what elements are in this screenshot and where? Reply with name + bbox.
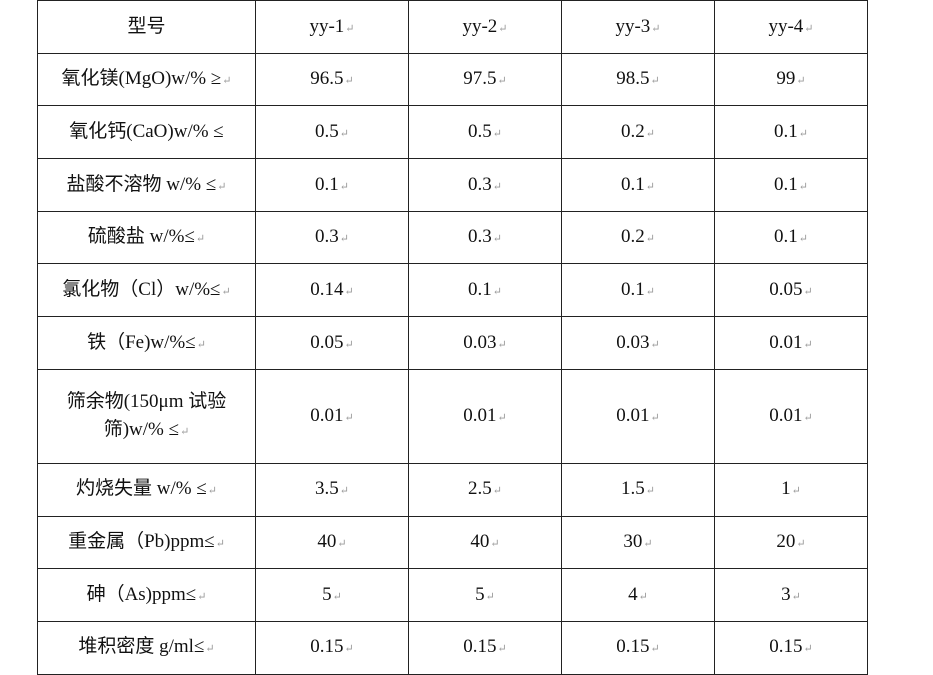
value-cell: 0.1: [714, 158, 868, 212]
value-cell: 98.5: [561, 52, 715, 107]
row-label-cell: 筛余物(150μm 试验筛)w/% ≤: [37, 368, 256, 464]
value-cell: 40: [408, 515, 562, 570]
value-cell: 5: [255, 568, 409, 622]
value-cell: 4: [561, 568, 715, 622]
value-cell: 96.5: [255, 52, 409, 107]
value-cell: 0.05: [255, 316, 409, 370]
row-label-cell: 灼烧失量 w/% ≤: [37, 462, 256, 517]
value-cell: 0.05: [714, 263, 868, 318]
header-cell: 型号: [37, 0, 256, 54]
value-cell: 0.15: [255, 620, 409, 675]
row-label-cell: 堆积密度 g/ml≤: [37, 620, 256, 675]
value-cell: 5: [408, 568, 562, 622]
value-cell: 0.15: [561, 620, 715, 675]
value-cell: 0.1: [714, 210, 868, 265]
value-cell: 0.1: [714, 105, 868, 160]
row-label-cell: 盐酸不溶物 w/% ≤: [37, 158, 256, 212]
specification-table: 型号 yy-1 yy-2 yy-3 yy-4 氧化镁(MgO)w/% ≥96.5…: [37, 0, 868, 675]
value-cell: 0.3: [408, 158, 562, 212]
table-row: 灼烧失量 w/% ≤3.52.51.51: [37, 462, 868, 517]
value-cell: 1: [714, 462, 868, 517]
value-cell: 0.01: [714, 368, 868, 464]
value-cell: 0.03: [561, 316, 715, 370]
value-cell: 1.5: [561, 462, 715, 517]
value-cell: 2.5: [408, 462, 562, 517]
row-label-cell: 砷（As)ppm≤: [37, 568, 256, 622]
value-cell: 0.1: [561, 158, 715, 212]
table-row: 筛余物(150μm 试验筛)w/% ≤0.010.010.010.01: [37, 368, 868, 464]
value-cell: 0.5: [408, 105, 562, 160]
value-cell: 0.15: [408, 620, 562, 675]
table-row: 氧化镁(MgO)w/% ≥96.597.598.599: [37, 52, 868, 107]
table-row: 氯化物（Cl）w/%≤0.140.10.10.05: [37, 263, 868, 318]
value-cell: 0.14: [255, 263, 409, 318]
value-cell: 0.01: [561, 368, 715, 464]
value-cell: 97.5: [408, 52, 562, 107]
value-cell: 0.1: [255, 158, 409, 212]
value-cell: 0.01: [408, 368, 562, 464]
value-cell: 0.2: [561, 105, 715, 160]
value-cell: 3: [714, 568, 868, 622]
table-row: 铁（Fe)w/%≤0.050.030.030.01: [37, 316, 868, 370]
value-cell: 0.5: [255, 105, 409, 160]
row-label-cell: 硫酸盐 w/%≤: [37, 210, 256, 265]
row-label-cell: 铁（Fe)w/%≤: [37, 316, 256, 370]
value-cell: 0.01: [255, 368, 409, 464]
value-cell: 0.15: [714, 620, 868, 675]
value-cell: 0.2: [561, 210, 715, 265]
value-cell: 3.5: [255, 462, 409, 517]
value-cell: 99: [714, 52, 868, 107]
value-cell: 40: [255, 515, 409, 570]
value-cell: 0.3: [408, 210, 562, 265]
table-row: 砷（As)ppm≤5543: [37, 568, 868, 622]
value-cell: 30: [561, 515, 715, 570]
value-cell: 0.03: [408, 316, 562, 370]
table-row: 重金属（Pb)ppm≤40403020: [37, 515, 868, 570]
table-row: 盐酸不溶物 w/% ≤0.10.30.10.1: [37, 158, 868, 212]
row-label-cell: 重金属（Pb)ppm≤: [37, 515, 256, 570]
table-row: 堆积密度 g/ml≤0.150.150.150.15: [37, 620, 868, 675]
header-cell: yy-1: [255, 0, 409, 54]
row-label-cell: 氧化钙(CaO)w/% ≤: [37, 105, 256, 160]
header-cell: yy-4: [714, 0, 868, 54]
header-cell: yy-3: [561, 0, 715, 54]
value-cell: 0.01: [714, 316, 868, 370]
header-row: 型号 yy-1 yy-2 yy-3 yy-4: [37, 0, 868, 54]
value-cell: 20: [714, 515, 868, 570]
header-cell: yy-2: [408, 0, 562, 54]
value-cell: 0.1: [561, 263, 715, 318]
value-cell: 0.3: [255, 210, 409, 265]
table-row: 硫酸盐 w/%≤0.30.30.20.1: [37, 210, 868, 265]
row-label-cell: 氯化物（Cl）w/%≤: [37, 263, 256, 318]
value-cell: 0.1: [408, 263, 562, 318]
row-label-cell: 氧化镁(MgO)w/% ≥: [37, 52, 256, 107]
table-row: 氧化钙(CaO)w/% ≤0.50.50.20.1: [37, 105, 868, 160]
